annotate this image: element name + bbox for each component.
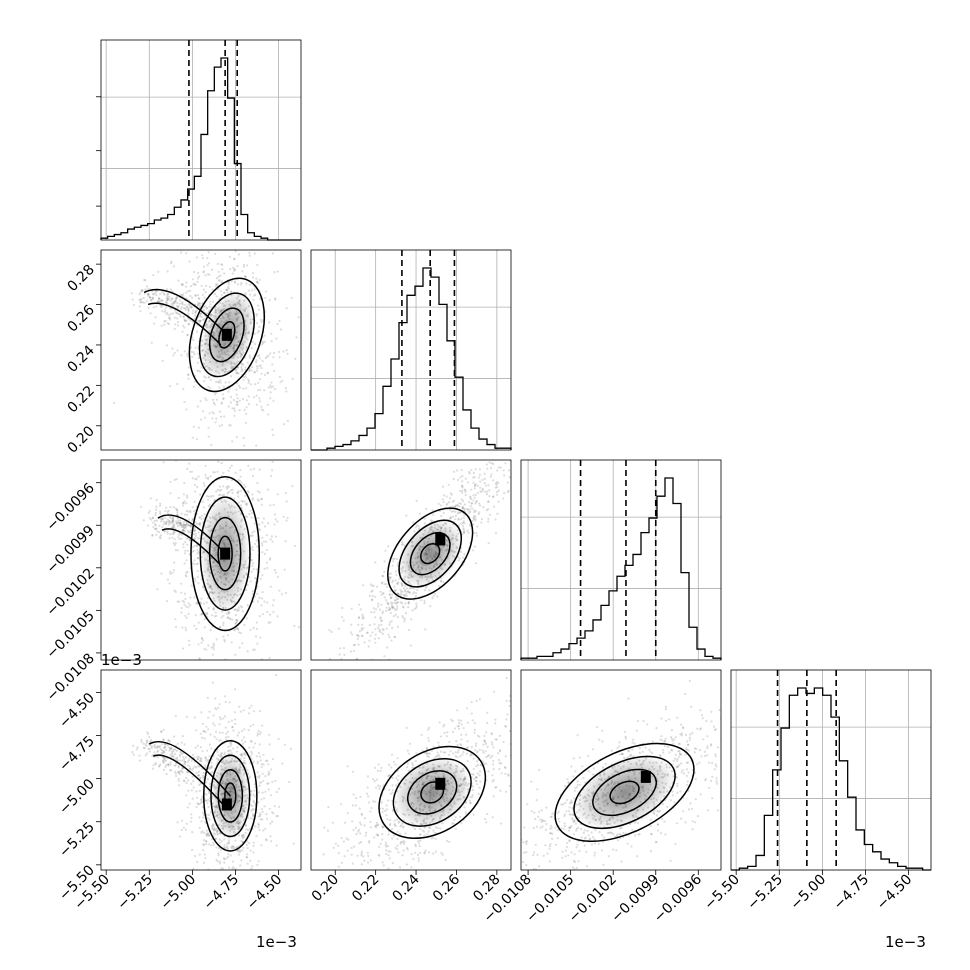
panel-frame: [310, 459, 512, 661]
contour-line: [409, 531, 451, 576]
y-tick-label: 0.26: [64, 302, 97, 335]
contour-line: [573, 755, 676, 830]
contour-line: [217, 535, 233, 572]
y-tick-label: 0.28: [64, 262, 97, 295]
contour-line: [188, 277, 266, 393]
x-tick-label: −4.50: [244, 872, 286, 914]
panel-frame: [310, 249, 512, 451]
contour-tail: [161, 528, 220, 565]
contour-line: [398, 519, 463, 588]
offset-label-row3-y: 1e−3: [101, 651, 142, 669]
x-tick-label: −5.25: [744, 872, 786, 914]
contour-line: [210, 754, 251, 838]
histogram-steps: [731, 687, 931, 871]
panel-frame: [100, 459, 302, 661]
contour-line: [387, 507, 474, 600]
x-tick-label: −5.00: [158, 872, 200, 914]
histogram-steps: [520, 477, 722, 660]
y-tick-label: 0.24: [64, 342, 97, 375]
x-tick-label: −4.50: [874, 872, 916, 914]
panel-bg: [101, 670, 301, 870]
density-fill: [392, 756, 472, 829]
contour-line: [218, 321, 236, 349]
offset-label-col0-x: 1e−3: [256, 933, 297, 951]
y-tick-label: 0.20: [64, 423, 97, 456]
contour-line: [378, 745, 487, 840]
panel-frame: [520, 459, 722, 661]
x-tick-label: −5.00: [788, 872, 830, 914]
contour-line: [217, 768, 244, 823]
density-peak: [220, 547, 231, 560]
offset-label-col3-x: 1e−3: [885, 933, 926, 951]
contour-tail: [148, 740, 231, 797]
contour-tail: [147, 302, 222, 346]
contour-line: [407, 770, 458, 815]
density-peak: [435, 777, 446, 790]
pair-panel-1-3: [310, 669, 512, 871]
y-tick-label: 0.22: [64, 383, 97, 416]
y-tick-label: −5.00: [56, 776, 98, 818]
histogram-panel-1: [310, 249, 512, 451]
x-tick-label: 0.26: [430, 871, 463, 904]
density-peak: [221, 798, 232, 811]
contour-line: [609, 780, 640, 805]
y-tick-label: −4.75: [56, 733, 98, 775]
panel-bg: [521, 460, 721, 660]
x-tick-label: −4.75: [201, 872, 243, 914]
panel-frame: [520, 669, 722, 871]
panel-frame: [100, 39, 302, 241]
contour-line: [199, 496, 251, 611]
x-tick-label: 0.20: [309, 872, 342, 905]
contour-line: [208, 307, 245, 363]
contour-line: [592, 768, 657, 817]
x-tick-label: −4.75: [831, 872, 873, 914]
panel-frame: [100, 669, 302, 871]
panel-frame: [310, 669, 512, 871]
contour-tail: [157, 514, 226, 555]
pair-panel-0-2: [100, 459, 302, 661]
contour-line: [203, 740, 258, 852]
x-tick-label: −5.25: [114, 872, 156, 914]
contour-tail: [152, 754, 225, 807]
panel-frame: [730, 669, 932, 871]
density-peak: [435, 533, 446, 546]
contour-line: [198, 292, 255, 378]
pair-panel-2-3: [520, 669, 722, 871]
density-peak: [640, 770, 651, 783]
density-peak: [221, 328, 232, 341]
y-tick-label: −5.25: [56, 819, 98, 861]
histogram-panel-3: [730, 669, 932, 871]
histogram-steps: [311, 267, 512, 451]
x-tick-label: 0.24: [390, 871, 423, 904]
contour-tail: [143, 288, 228, 336]
contour-line: [554, 742, 695, 843]
contour-line: [190, 475, 261, 632]
x-tick-label: 0.22: [349, 872, 382, 905]
pair-panel-1-2: [310, 459, 512, 661]
histogram-panel-2: [520, 459, 722, 661]
histogram-panel-0: [100, 39, 302, 241]
x-tick-label: −5.50: [701, 872, 743, 914]
panel-frame: [100, 249, 302, 451]
pair-panel-0-3: [100, 669, 302, 871]
panel-bg: [311, 250, 511, 450]
contour-line: [392, 757, 472, 827]
histogram-steps: [100, 57, 301, 241]
pair-panel-0-1: [100, 249, 302, 451]
